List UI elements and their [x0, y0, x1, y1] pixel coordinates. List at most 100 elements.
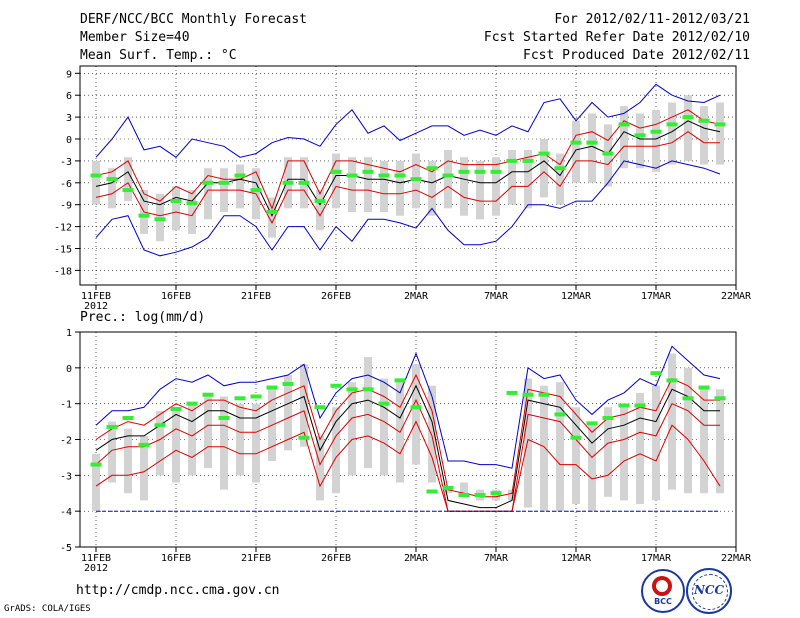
observed-marker	[330, 169, 342, 174]
series-line-upper	[95, 373, 720, 498]
x-tick-label: 12MAR	[561, 553, 592, 564]
x-tick-label: 17MAR	[641, 291, 672, 302]
ensemble-box	[556, 382, 564, 512]
observed-marker	[90, 173, 102, 178]
ensemble-box	[492, 157, 500, 216]
ensemble-box	[188, 190, 196, 234]
plot-frame	[79, 65, 737, 286]
ensemble-box	[172, 186, 180, 231]
observed-marker	[394, 173, 406, 178]
ensemble-box	[636, 392, 644, 504]
x-tick-label: 22MAR	[721, 553, 752, 564]
observed-marker	[234, 173, 246, 178]
observed-marker	[490, 169, 502, 174]
series-line-upper	[95, 109, 721, 210]
observed-marker	[698, 385, 710, 390]
ensemble-box	[204, 168, 212, 220]
observed-marker	[618, 403, 630, 408]
ensemble-box	[620, 403, 628, 501]
observed-marker	[154, 217, 166, 222]
y-tick-label: -1	[60, 400, 72, 411]
observed-marker	[634, 133, 646, 138]
website-url[interactable]: http://cmdp.ncc.cma.gov.cn	[76, 583, 280, 598]
variable-label-prec: Prec.: log(mm/d)	[80, 310, 206, 325]
ensemble-box	[652, 109, 660, 172]
ensemble-box	[476, 160, 484, 220]
observed-marker	[298, 180, 310, 185]
ensemble-box	[364, 157, 372, 212]
observed-marker	[138, 442, 150, 447]
observed-marker	[698, 118, 710, 123]
observed-marker	[522, 158, 534, 163]
ensemble-box	[668, 353, 676, 490]
ensemble-box	[540, 385, 548, 512]
ensemble-box	[588, 425, 596, 512]
x-tick-label: 7MAR	[484, 291, 509, 302]
observed-marker	[682, 396, 694, 401]
ensemble-box	[684, 367, 692, 494]
observed-marker	[346, 387, 358, 392]
ensemble-box	[380, 378, 388, 476]
ensemble-box	[540, 139, 548, 198]
y-tick-label: -3	[60, 471, 72, 482]
observed-marker	[650, 129, 662, 134]
observed-marker	[106, 424, 118, 429]
ensemble-box	[332, 153, 340, 209]
observed-marker	[554, 166, 566, 171]
observed-marker	[666, 378, 678, 383]
series-line-min_top	[95, 83, 721, 158]
observed-marker	[538, 151, 550, 156]
y-tick-label: 0	[66, 135, 72, 146]
y-tick-label: -12	[54, 223, 72, 234]
observed-marker	[282, 180, 294, 185]
observed-marker	[362, 387, 374, 392]
ensemble-box	[524, 378, 532, 508]
ensemble-box	[348, 382, 356, 476]
ensemble-box	[284, 375, 292, 451]
x-tick-label: 16FEB	[161, 291, 191, 302]
y-tick-label: -2	[60, 436, 72, 447]
observed-marker	[218, 180, 230, 185]
ensemble-box	[364, 357, 372, 469]
x-tick-label: 26FEB	[321, 291, 351, 302]
observed-marker	[250, 188, 262, 193]
observed-marker	[346, 173, 358, 178]
ensemble-box	[204, 396, 212, 469]
x-tick-label: 2MAR	[404, 291, 429, 302]
observed-marker	[122, 416, 134, 420]
observed-marker	[602, 151, 614, 156]
observed-marker	[538, 392, 550, 397]
observed-marker	[170, 407, 182, 412]
series-line-max	[95, 160, 721, 257]
y-tick-label: -9	[60, 201, 72, 212]
observed-marker	[442, 485, 454, 490]
observed-marker	[474, 169, 486, 174]
observed-marker	[378, 401, 390, 406]
observed-marker	[666, 122, 678, 127]
bcc-logo: BCC	[641, 569, 685, 613]
observed-marker	[410, 177, 422, 182]
observed-marker	[458, 493, 470, 498]
ncc-logo-text: NCC	[693, 583, 725, 597]
observed-marker	[570, 140, 582, 145]
series-line-lower	[95, 131, 720, 224]
x-tick-label: 17MAR	[641, 553, 672, 564]
x-tick-label: 11FEB	[81, 291, 111, 302]
x-tick-label: 12MAR	[561, 291, 592, 302]
observed-marker	[202, 392, 214, 397]
y-tick-label: -15	[54, 245, 72, 256]
ensemble-box	[716, 389, 724, 494]
ensemble-box	[428, 385, 436, 483]
y-tick-label: 3	[66, 113, 72, 124]
y-tick-label: -18	[54, 266, 72, 277]
chart-title: DERF/NCC/BCC Monthly Forecast	[80, 12, 307, 27]
observed-marker	[186, 201, 198, 206]
observed-marker	[522, 392, 534, 397]
ensemble-box	[700, 106, 708, 165]
y-tick-label: 0	[66, 364, 72, 375]
ensemble-box	[700, 389, 708, 494]
x-tick-label: 26FEB	[321, 553, 351, 564]
series-line-mean	[95, 120, 721, 217]
